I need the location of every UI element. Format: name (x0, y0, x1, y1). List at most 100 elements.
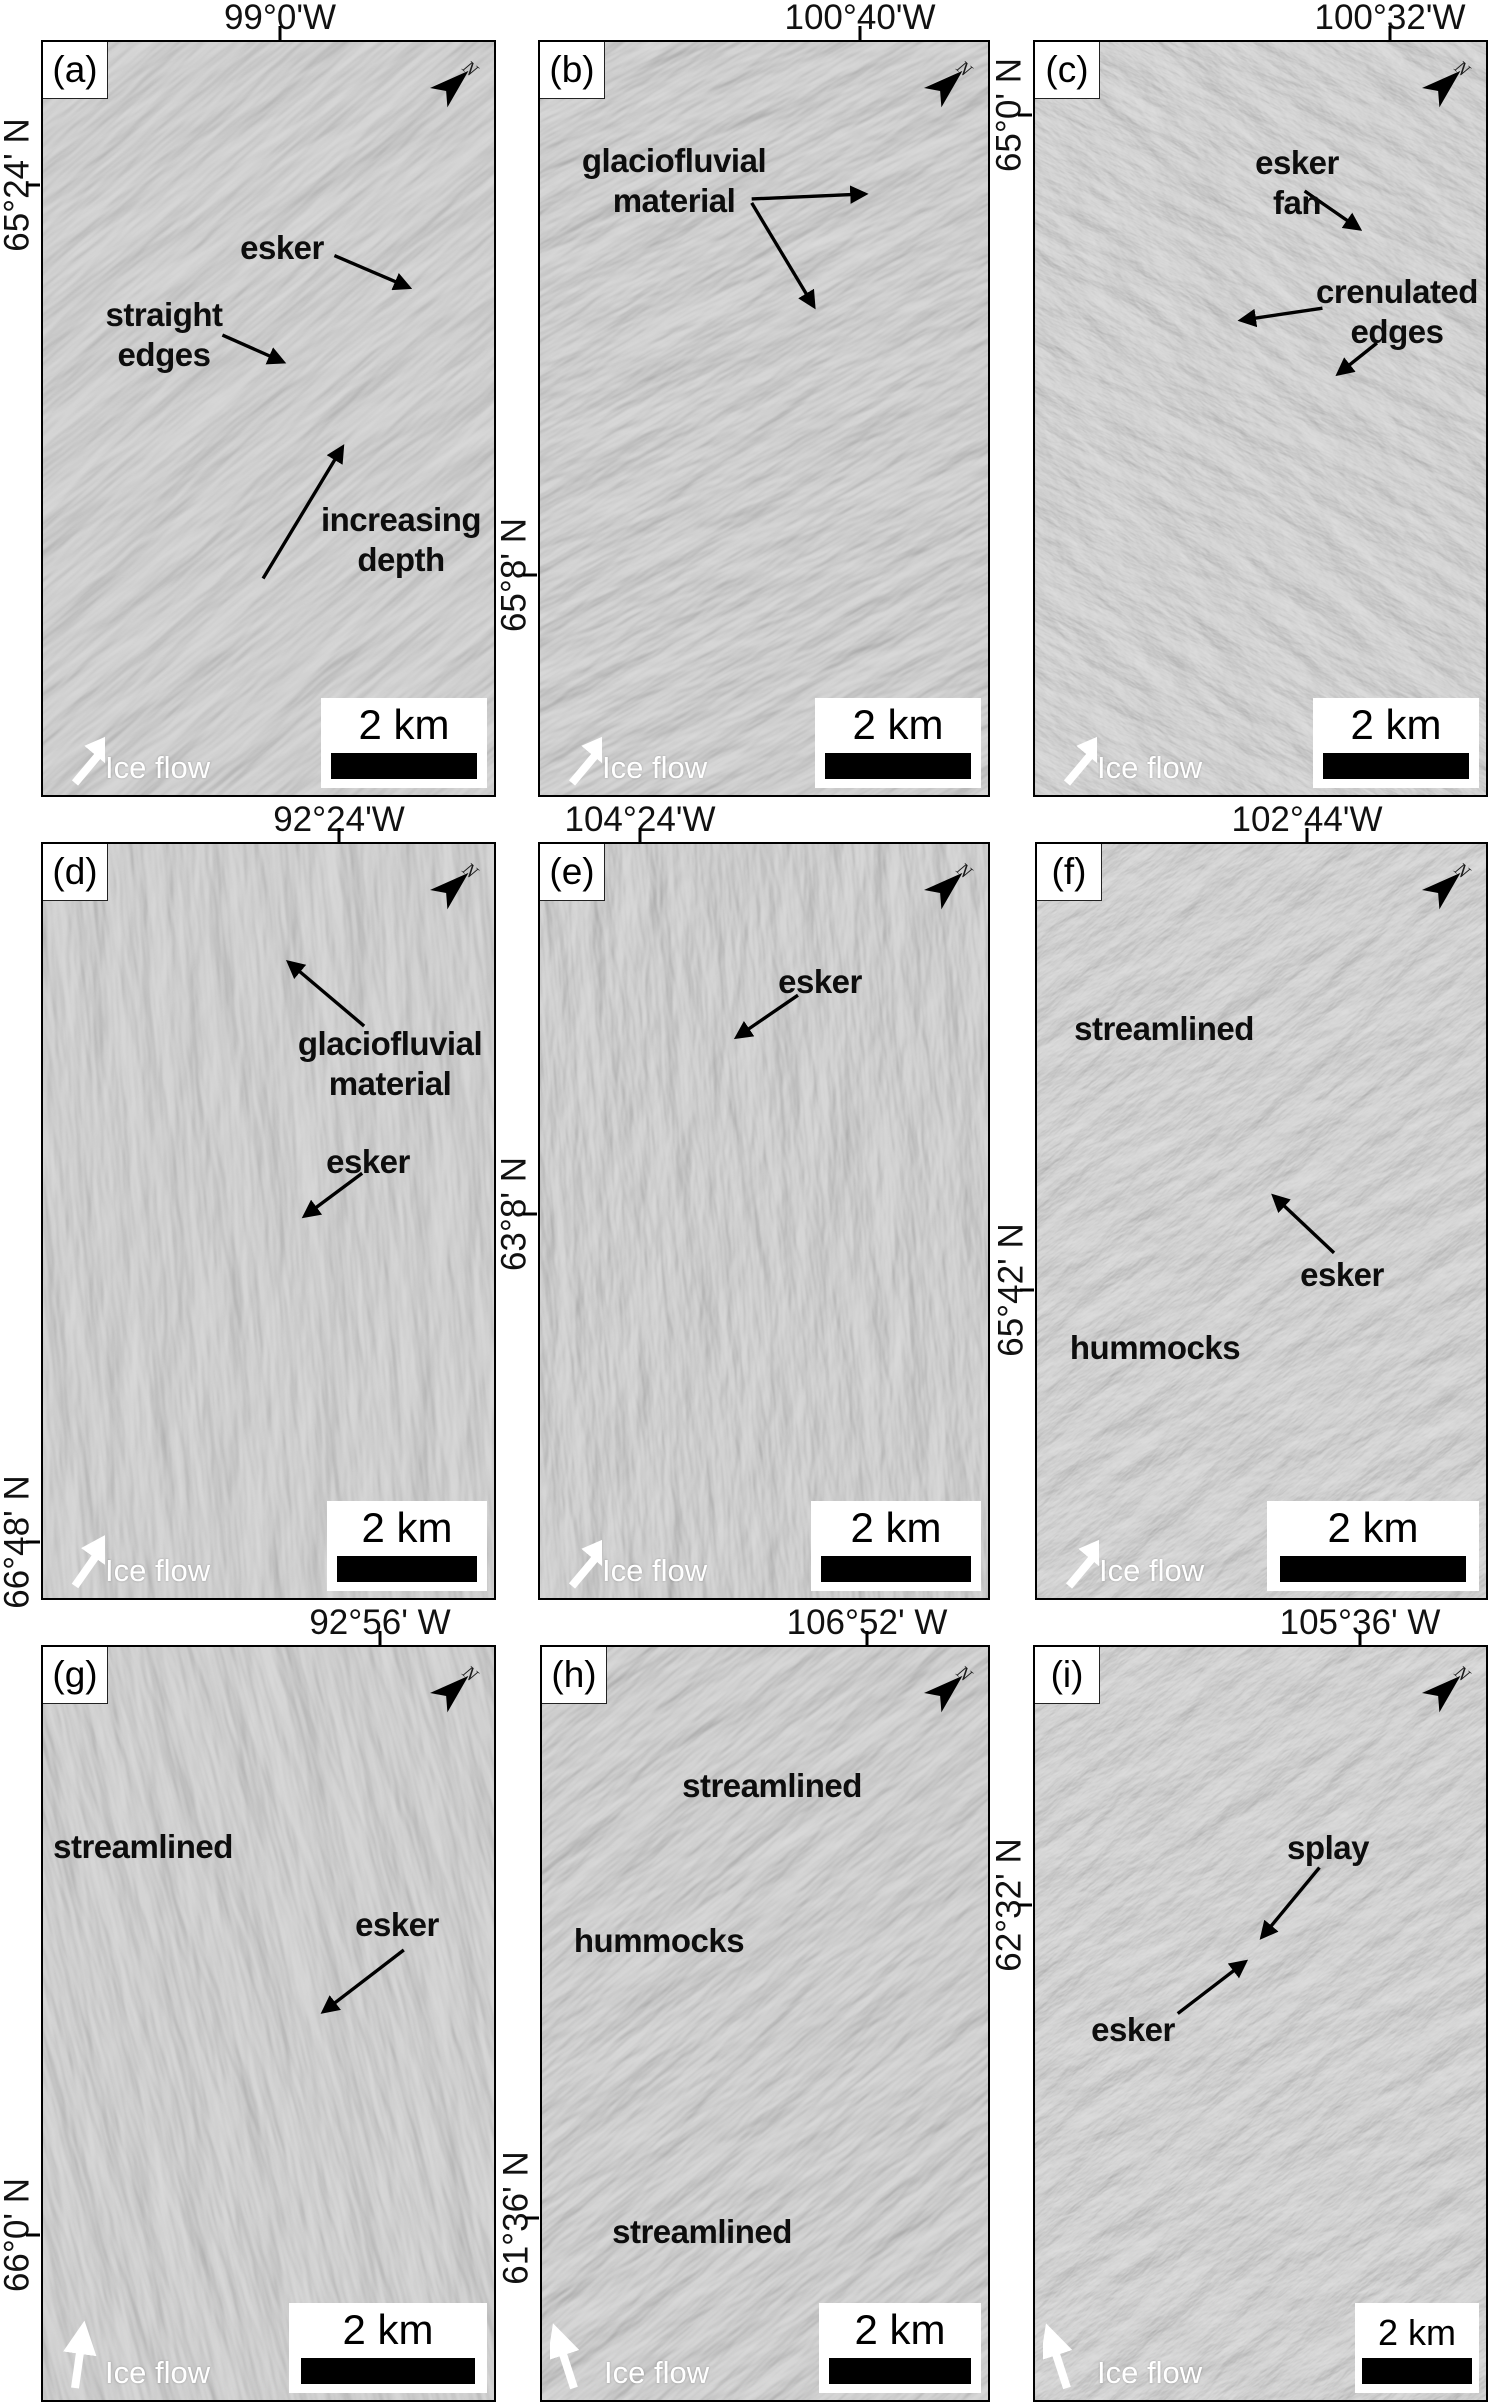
scale-bar-label: 2 km (852, 701, 944, 748)
north-arrow-icon: N (1406, 854, 1476, 916)
ice-flow-label: Ice flow (602, 750, 708, 785)
scale-bar: 2 km (811, 1501, 981, 1591)
panel-letter-box: (b) (540, 42, 605, 99)
longitude-tick (1388, 26, 1392, 40)
map-panel-g: 92°56' W 66°0' N (g) N (0, 1605, 496, 2402)
map-panel-c: 100°32'W 65°0' N (c) N (990, 0, 1488, 797)
scale-bar-label: 2 km (854, 2306, 946, 2353)
map-panel-a: 99°0'W 65°24' N (a) N (0, 0, 496, 797)
panel-letter-box: (f) (1037, 844, 1102, 901)
map-panel-b: 100°40'W 65°8' N (b) N (495, 0, 990, 797)
ice-flow-label: Ice flow (602, 1553, 708, 1588)
ice-flow-arrow-icon (568, 1533, 602, 1589)
ice-flow-label: Ice flow (604, 2355, 710, 2390)
scale-bar-label: 2 km (1350, 701, 1442, 748)
scale-bar-rule (336, 1556, 478, 1582)
ice-flow-label: Ice flow (1097, 750, 1203, 785)
annotation-label: streamlined (612, 2212, 792, 2250)
hillshade-panel: (b) N Ice flow 2 km (538, 40, 990, 797)
ice-flow-label: Ice flow (105, 2355, 211, 2390)
north-arrow-icon: N (414, 52, 484, 114)
scale-bar-rule (1362, 2358, 1472, 2384)
ice-flow-label: Ice flow (105, 750, 211, 785)
hillshade-panel: (d) N Ice flow 2 km (41, 842, 496, 1600)
panel-letter-box: (d) (43, 844, 108, 901)
scale-bar: 2 km (289, 2303, 487, 2393)
panel-letter-box: (e) (540, 844, 605, 901)
hillshade-panel: (g) N Ice flow 2 km (41, 1645, 496, 2402)
annotation-label: straight edges (105, 295, 223, 373)
annotation-label: streamlined (1074, 1009, 1254, 1047)
hillshade-panel: (e) N Ice flow 2 km (538, 842, 990, 1600)
ice-flow: Ice flow (1043, 707, 1202, 789)
scale-bar-rule (1279, 1556, 1467, 1582)
north-arrow-icon: N (908, 52, 978, 114)
panel-letter-box: (g) (43, 1647, 108, 1704)
hillshade-image (1035, 1647, 1486, 2400)
annotation-label: increasing depth (320, 500, 482, 578)
ice-flow: Ice flow (548, 707, 707, 789)
annotation-label: crenulated edges (1316, 272, 1478, 350)
annotation-label: glaciofluvial material (581, 141, 767, 219)
scale-bar-label: 2 km (1377, 2312, 1456, 2353)
panel-letter: (a) (52, 49, 98, 90)
longitude-tick (858, 26, 862, 40)
hillshade-panel: (a) N Ice flow 2 km (41, 40, 496, 797)
scale-bar-label: 2 km (342, 2306, 434, 2353)
north-arrow-icon: N (908, 854, 978, 916)
map-panel-i: 105°36' W 62°32' N (i) N (990, 1605, 1488, 2402)
ice-flow-arrow-icon (1043, 2323, 1073, 2390)
panel-letter: (c) (1045, 49, 1089, 90)
scale-bar-rule (821, 1556, 971, 1582)
scale-bar: 2 km (819, 2303, 981, 2393)
latitude-tick (523, 1212, 537, 1216)
panel-letter: (f) (1051, 851, 1087, 892)
hillshade-image (1035, 42, 1486, 795)
map-panel-f: 102°44'W 65°42' N (f) N (992, 802, 1488, 1600)
annotation-label: esker (355, 1905, 439, 1943)
scale-bar: 2 km (327, 1501, 487, 1591)
ice-flow-label: Ice flow (1099, 1553, 1205, 1588)
annotation-label: streamlined (53, 1827, 233, 1865)
annotation-label: streamlined (682, 1766, 862, 1804)
annotation-label: glaciofluvial material (297, 1024, 483, 1102)
scale-bar-rule (824, 753, 972, 779)
ice-flow: Ice flow (548, 1510, 707, 1592)
scale-bar-label: 2 km (358, 701, 450, 748)
scale-bar-label: 2 km (850, 1504, 942, 1551)
scale-bar-label: 2 km (361, 1504, 453, 1551)
longitude-tick (865, 1631, 869, 1645)
latitude-tick (1018, 1903, 1032, 1907)
scale-bar: 2 km (1313, 698, 1479, 788)
scale-bar-rule (1322, 753, 1470, 779)
annotation-label: splay (1287, 1828, 1369, 1866)
longitude-tick (1305, 828, 1309, 842)
panel-letter: (e) (549, 851, 595, 892)
panel-letter: (i) (1050, 1654, 1084, 1695)
hillshade-image (542, 1647, 988, 2400)
ice-flow: Ice flow (51, 1510, 210, 1592)
annotation-label: esker (1300, 1255, 1384, 1293)
panel-letter-box: (a) (43, 42, 108, 99)
hillshade-panel: (i) N Ice flow 2 km (1033, 1645, 1488, 2402)
annotation-label: esker (240, 228, 324, 266)
north-arrow-icon: N (1406, 1657, 1476, 1719)
annotation-label: hummocks (1069, 1328, 1241, 1366)
longitude-tick (278, 26, 282, 40)
hillshade-image (43, 1647, 494, 2400)
longitude-tick (1358, 1631, 1362, 1645)
hillshade-image (540, 844, 988, 1598)
scale-bar-rule (330, 753, 478, 779)
hillshade-image (43, 844, 494, 1598)
longitude-tick (337, 828, 341, 842)
ice-flow-arrow-icon (63, 2320, 97, 2389)
ice-flow-arrow-icon (568, 730, 602, 786)
hillshade-image (43, 42, 494, 795)
north-arrow-icon: N (414, 1657, 484, 1719)
scale-bar-label: 2 km (1327, 1504, 1419, 1551)
scale-bar-rule (300, 2358, 476, 2384)
latitude-tick (1018, 113, 1032, 117)
panel-letter: (h) (551, 1654, 597, 1695)
hillshade-image (1037, 844, 1486, 1598)
scale-bar: 2 km (1267, 1501, 1479, 1591)
